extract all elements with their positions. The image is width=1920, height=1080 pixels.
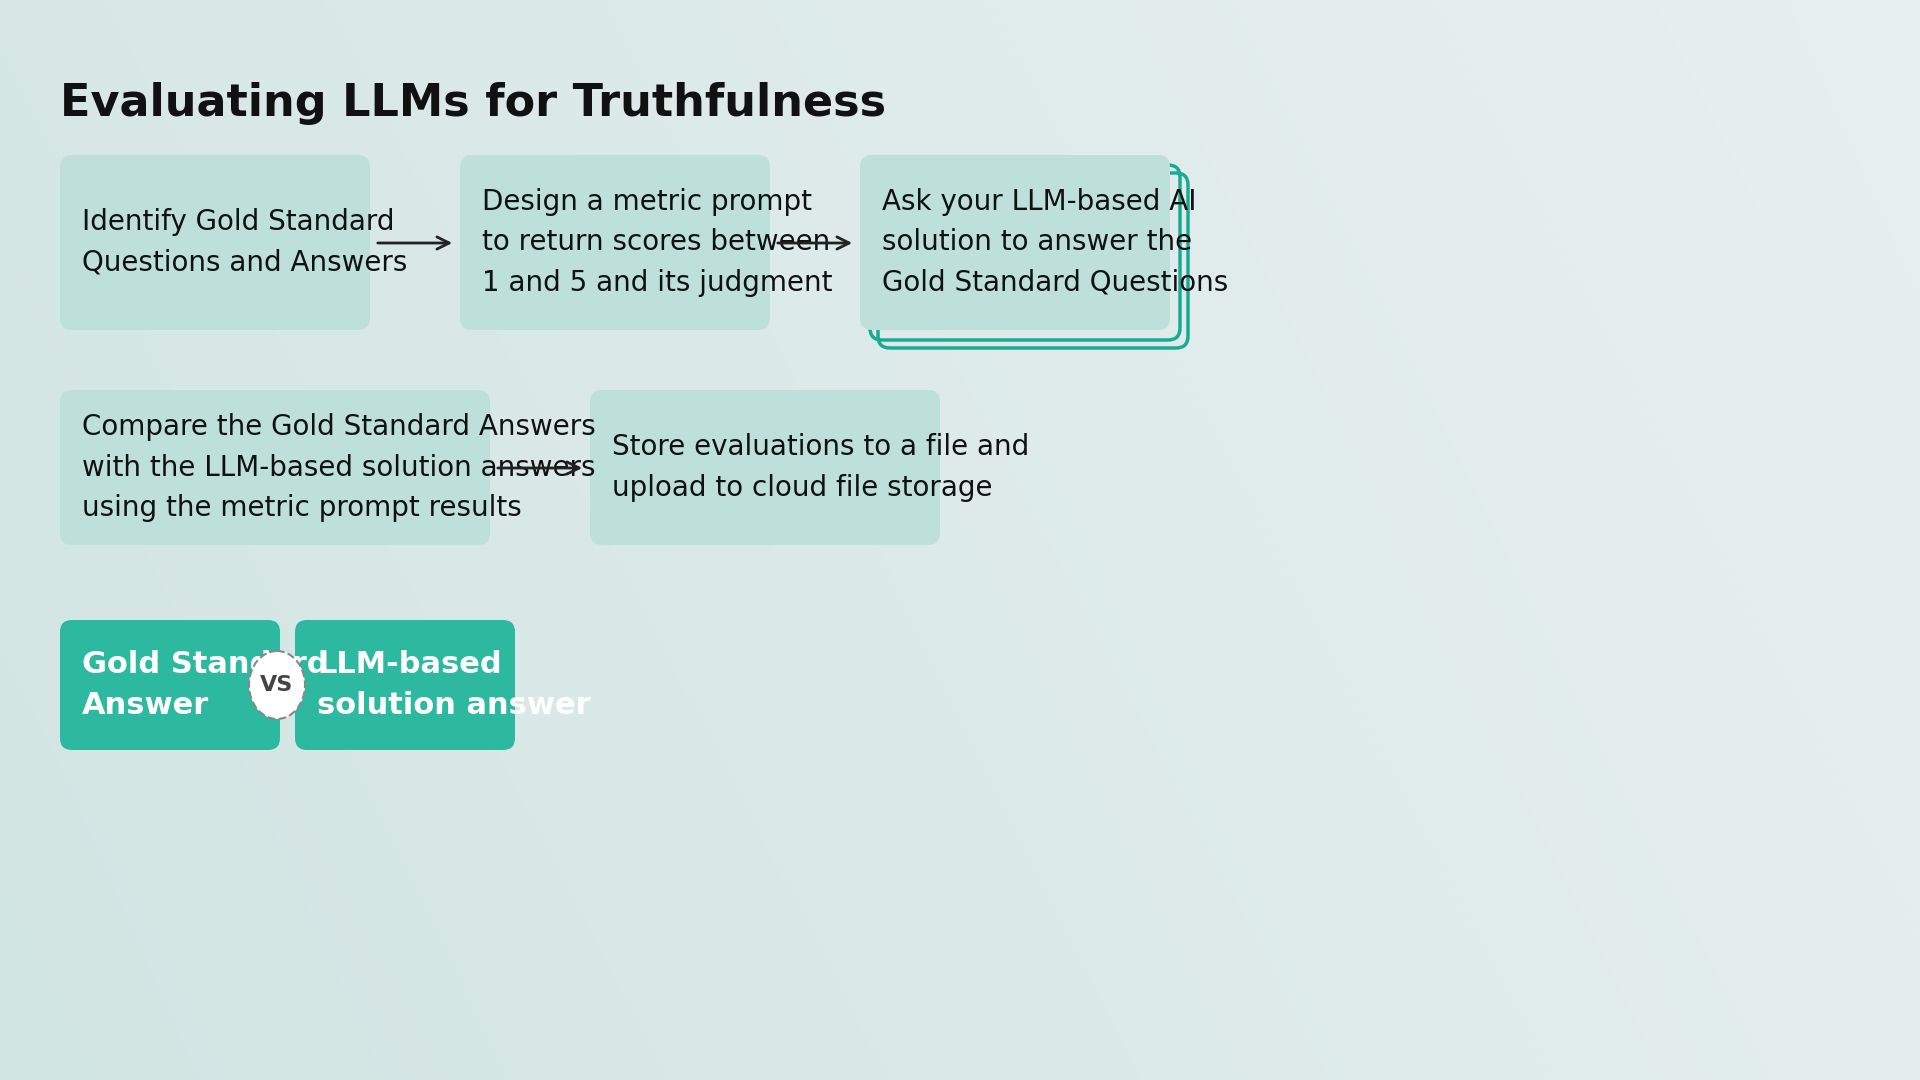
Text: Evaluating LLMs for Truthfulness: Evaluating LLMs for Truthfulness	[60, 82, 887, 125]
Text: Ask your LLM-based AI
solution to answer the
Gold Standard Questions: Ask your LLM-based AI solution to answer…	[881, 188, 1229, 297]
FancyBboxPatch shape	[461, 156, 770, 330]
FancyBboxPatch shape	[296, 620, 515, 750]
Ellipse shape	[250, 651, 305, 719]
Text: LLM-based
solution answer: LLM-based solution answer	[317, 650, 591, 720]
FancyBboxPatch shape	[60, 390, 490, 545]
Text: Compare the Gold Standard Answers
with the LLM-based solution answers
using the : Compare the Gold Standard Answers with t…	[83, 414, 595, 522]
Text: VS: VS	[261, 675, 294, 696]
FancyBboxPatch shape	[589, 390, 941, 545]
Text: Store evaluations to a file and
upload to cloud file storage: Store evaluations to a file and upload t…	[612, 433, 1029, 501]
FancyBboxPatch shape	[60, 156, 371, 330]
Text: Identify Gold Standard
Questions and Answers: Identify Gold Standard Questions and Ans…	[83, 208, 407, 276]
FancyBboxPatch shape	[860, 156, 1169, 330]
Text: Design a metric prompt
to return scores between
1 and 5 and its judgment: Design a metric prompt to return scores …	[482, 188, 833, 297]
Text: Gold Standard
Answer: Gold Standard Answer	[83, 650, 328, 720]
FancyBboxPatch shape	[60, 620, 280, 750]
